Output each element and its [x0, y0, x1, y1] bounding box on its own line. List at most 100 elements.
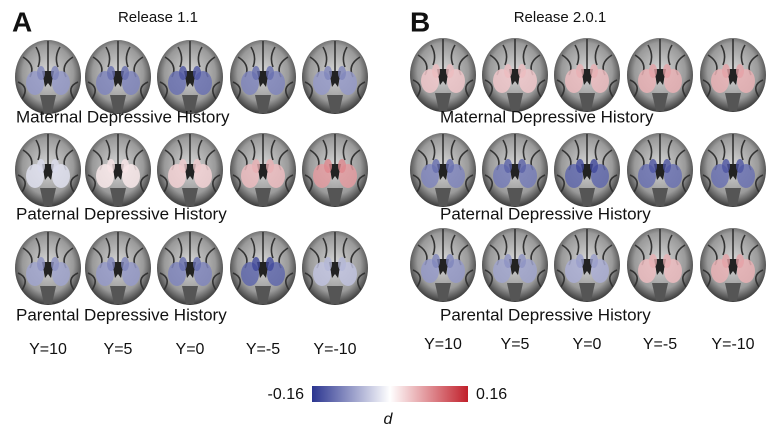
effect-blob [338, 66, 346, 80]
effect-blob [37, 159, 45, 173]
effect-blob [649, 64, 657, 78]
effect-blob [107, 66, 115, 80]
slice-label: Y=5 [104, 341, 133, 358]
brain-slice [700, 228, 766, 302]
slice-label: Y=-10 [313, 341, 356, 358]
slice-label: Y=-10 [711, 336, 754, 353]
brain-slice [554, 38, 620, 112]
effect-blob [722, 254, 730, 268]
effect-blob [590, 159, 598, 173]
row-label: Maternal Depressive History [16, 107, 230, 126]
effect-blob [266, 257, 274, 271]
effect-blob [446, 254, 454, 268]
effect-blob [252, 159, 260, 173]
effect-blob [324, 159, 332, 173]
effect-blob [51, 159, 59, 173]
effect-blob [663, 159, 671, 173]
effect-blob [736, 254, 744, 268]
colorbar-label: d [384, 411, 394, 428]
effect-blob [432, 64, 440, 78]
effect-blob [504, 254, 512, 268]
effect-blob [722, 159, 730, 173]
brain-slice [15, 133, 81, 207]
effect-blob [649, 159, 657, 173]
effect-blob [504, 64, 512, 78]
effect-blob [266, 66, 274, 80]
effect-blob [193, 159, 201, 173]
slice-label: Y=0 [573, 336, 602, 353]
colorbar-max: 0.16 [476, 386, 507, 403]
effect-blob [193, 257, 201, 271]
panel-title: Release 2.0.1 [514, 9, 607, 26]
brain-slice [15, 231, 81, 305]
brain-slice [157, 133, 223, 207]
slice-label: Y=10 [424, 336, 462, 353]
effect-blob [446, 64, 454, 78]
brain-slice [627, 133, 693, 207]
effect-blob [324, 257, 332, 271]
panel-letter: A [12, 6, 32, 37]
effect-blob [37, 66, 45, 80]
effect-blob [518, 254, 526, 268]
effect-blob [576, 254, 584, 268]
brain-slice [157, 40, 223, 114]
panel-letter: B [410, 6, 430, 37]
slice-label: Y=5 [501, 336, 530, 353]
brain-slice [85, 40, 151, 114]
panel-title: Release 1.1 [118, 9, 198, 26]
brain-slice [410, 228, 476, 302]
brain-slice [482, 228, 548, 302]
brain-slice [700, 38, 766, 112]
slice-label: Y=-5 [246, 341, 280, 358]
effect-blob [51, 66, 59, 80]
effect-blob [432, 254, 440, 268]
effect-blob [518, 64, 526, 78]
brain-slice [302, 40, 368, 114]
effect-blob [590, 64, 598, 78]
brain-slice [157, 231, 223, 305]
brain-slice [410, 38, 476, 112]
row-label: Paternal Depressive History [16, 204, 227, 223]
effect-blob [663, 254, 671, 268]
effect-blob [107, 159, 115, 173]
effect-blob [518, 159, 526, 173]
effect-blob [37, 257, 45, 271]
brain-slice [554, 228, 620, 302]
slice-label: Y=10 [29, 341, 67, 358]
colorbar-min: -0.16 [268, 386, 305, 403]
brain-slice [482, 38, 548, 112]
effect-blob [338, 257, 346, 271]
brain-slice [15, 40, 81, 114]
effect-blob [121, 257, 129, 271]
effect-blob [649, 254, 657, 268]
effect-blob [51, 257, 59, 271]
brain-slice [230, 231, 296, 305]
effect-blob [338, 159, 346, 173]
row-label: Parental Depressive History [16, 305, 227, 324]
row-label: Paternal Depressive History [440, 204, 651, 223]
effect-blob [432, 159, 440, 173]
brain-slice [85, 133, 151, 207]
effect-blob [193, 66, 201, 80]
effect-blob [179, 66, 187, 80]
brain-slice [482, 133, 548, 207]
effect-blob [446, 159, 454, 173]
effect-blob [576, 159, 584, 173]
effect-blob [736, 159, 744, 173]
effect-blob [252, 257, 260, 271]
colorbar [312, 386, 468, 402]
figure: -0.16 0.16 d A Release 1.1 Maternal Depres… [0, 0, 767, 428]
effect-blob [107, 257, 115, 271]
brain-slice [302, 133, 368, 207]
brain-slice [554, 133, 620, 207]
brain-slice [410, 133, 476, 207]
brain-slice [627, 38, 693, 112]
effect-blob [722, 64, 730, 78]
row-label: Parental Depressive History [440, 305, 651, 324]
brain-slice [700, 133, 766, 207]
page: -0.16 0.16 d A Release 1.1 Maternal Depres… [0, 0, 767, 428]
effect-blob [121, 66, 129, 80]
brain-slice [85, 231, 151, 305]
effect-blob [504, 159, 512, 173]
effect-blob [663, 64, 671, 78]
